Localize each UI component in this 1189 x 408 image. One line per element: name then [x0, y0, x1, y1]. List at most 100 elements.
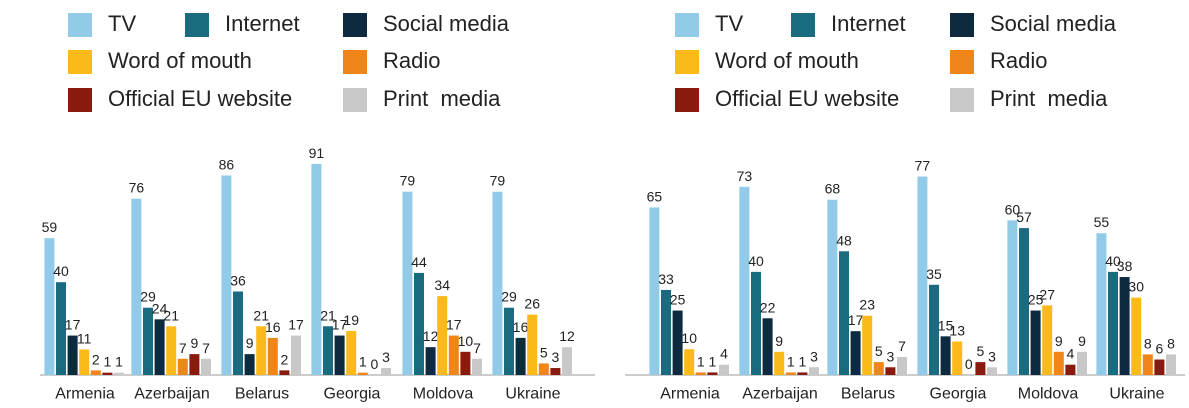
x-tick-label: Ukraine — [505, 385, 560, 402]
bar — [448, 335, 459, 375]
data-label: 3 — [382, 349, 390, 365]
legend-label: TV — [715, 11, 743, 36]
bar — [1131, 297, 1142, 375]
bar — [504, 307, 514, 375]
bar — [839, 251, 849, 375]
legend-swatch — [950, 50, 974, 74]
bar — [827, 199, 838, 375]
x-tick-label: Georgia — [324, 385, 381, 402]
data-label: 33 — [658, 271, 674, 287]
data-label: 3 — [988, 348, 996, 364]
data-label: 24 — [152, 300, 168, 316]
bar — [311, 163, 322, 375]
bar — [346, 330, 357, 375]
legend-label: Print media — [990, 86, 1108, 111]
data-label: 0 — [371, 356, 379, 372]
data-label: 38 — [1117, 258, 1133, 274]
legend-label: Word of mouth — [108, 48, 252, 73]
legend-swatch — [68, 13, 92, 37]
bar — [67, 335, 78, 375]
data-label: 9 — [191, 335, 199, 351]
data-label: 55 — [1094, 214, 1110, 230]
bar — [201, 358, 211, 375]
data-label: 29 — [140, 289, 156, 305]
data-label: 3 — [552, 349, 560, 365]
data-label: 9 — [775, 333, 783, 349]
x-tick-label: Armenia — [55, 385, 115, 402]
bar — [987, 367, 997, 375]
data-label: 77 — [915, 158, 931, 174]
bar — [143, 307, 153, 375]
data-label: 16 — [265, 319, 281, 335]
data-label: 9 — [1055, 333, 1063, 349]
data-label: 7 — [473, 340, 481, 356]
data-label: 25 — [1028, 292, 1044, 308]
legend-label: Radio — [990, 48, 1047, 73]
data-label: 3 — [887, 348, 895, 364]
data-label: 3 — [810, 348, 818, 364]
data-label: 21 — [253, 307, 269, 323]
data-label: 76 — [129, 180, 145, 196]
bar — [1007, 220, 1018, 375]
x-tick-label: Belarus — [235, 385, 289, 402]
bar — [1065, 364, 1076, 375]
bar — [279, 370, 290, 375]
data-label: 8 — [1144, 335, 1152, 351]
x-tick-label: Georgia — [930, 385, 987, 402]
bar — [1042, 305, 1053, 375]
data-label: 26 — [524, 296, 540, 312]
bar — [751, 271, 761, 375]
bar — [166, 326, 177, 375]
legend-label: Word of mouth — [715, 48, 859, 73]
data-label: 17 — [332, 317, 348, 333]
bar — [102, 372, 113, 375]
bar — [291, 335, 301, 375]
bar — [177, 358, 188, 375]
data-label: 30 — [1128, 279, 1144, 295]
bar — [684, 349, 695, 375]
bar — [1030, 310, 1041, 375]
bar — [885, 367, 896, 375]
data-label: 5 — [540, 344, 548, 360]
bar — [189, 354, 200, 375]
bar — [1108, 271, 1118, 375]
legend-swatch — [675, 88, 699, 112]
bar — [862, 315, 873, 375]
bar — [381, 368, 391, 375]
data-label: 8 — [1167, 335, 1175, 351]
bar — [917, 176, 928, 375]
legend-label: Radio — [383, 48, 440, 73]
data-label: 1 — [787, 353, 795, 369]
data-label: 21 — [163, 307, 179, 323]
data-label: 9 — [1078, 333, 1086, 349]
bar — [221, 175, 232, 375]
bar — [695, 372, 706, 375]
data-label: 1 — [697, 353, 705, 369]
x-tick-label: Moldova — [1018, 385, 1079, 402]
bar — [952, 341, 963, 375]
data-label: 29 — [501, 289, 517, 305]
legend-swatch — [68, 88, 92, 112]
data-label: 16 — [513, 319, 529, 335]
data-label: 34 — [434, 277, 450, 293]
bar — [515, 337, 526, 375]
data-label: 5 — [977, 343, 985, 359]
data-label: 21 — [320, 307, 336, 323]
data-label: 48 — [836, 232, 852, 248]
bar — [538, 363, 549, 375]
data-label: 4 — [1067, 346, 1075, 362]
data-label: 79 — [400, 173, 416, 189]
legend-swatch — [68, 50, 92, 74]
data-label: 40 — [748, 253, 764, 269]
data-label: 6 — [1156, 341, 1164, 357]
bar — [929, 284, 939, 375]
bar — [649, 207, 660, 375]
bar — [425, 347, 436, 375]
data-label: 17 — [446, 317, 462, 333]
legend-label: Print media — [383, 86, 501, 111]
bar — [762, 318, 773, 375]
bar — [357, 372, 368, 375]
bar — [323, 326, 333, 375]
legend-label: Social media — [383, 11, 510, 36]
